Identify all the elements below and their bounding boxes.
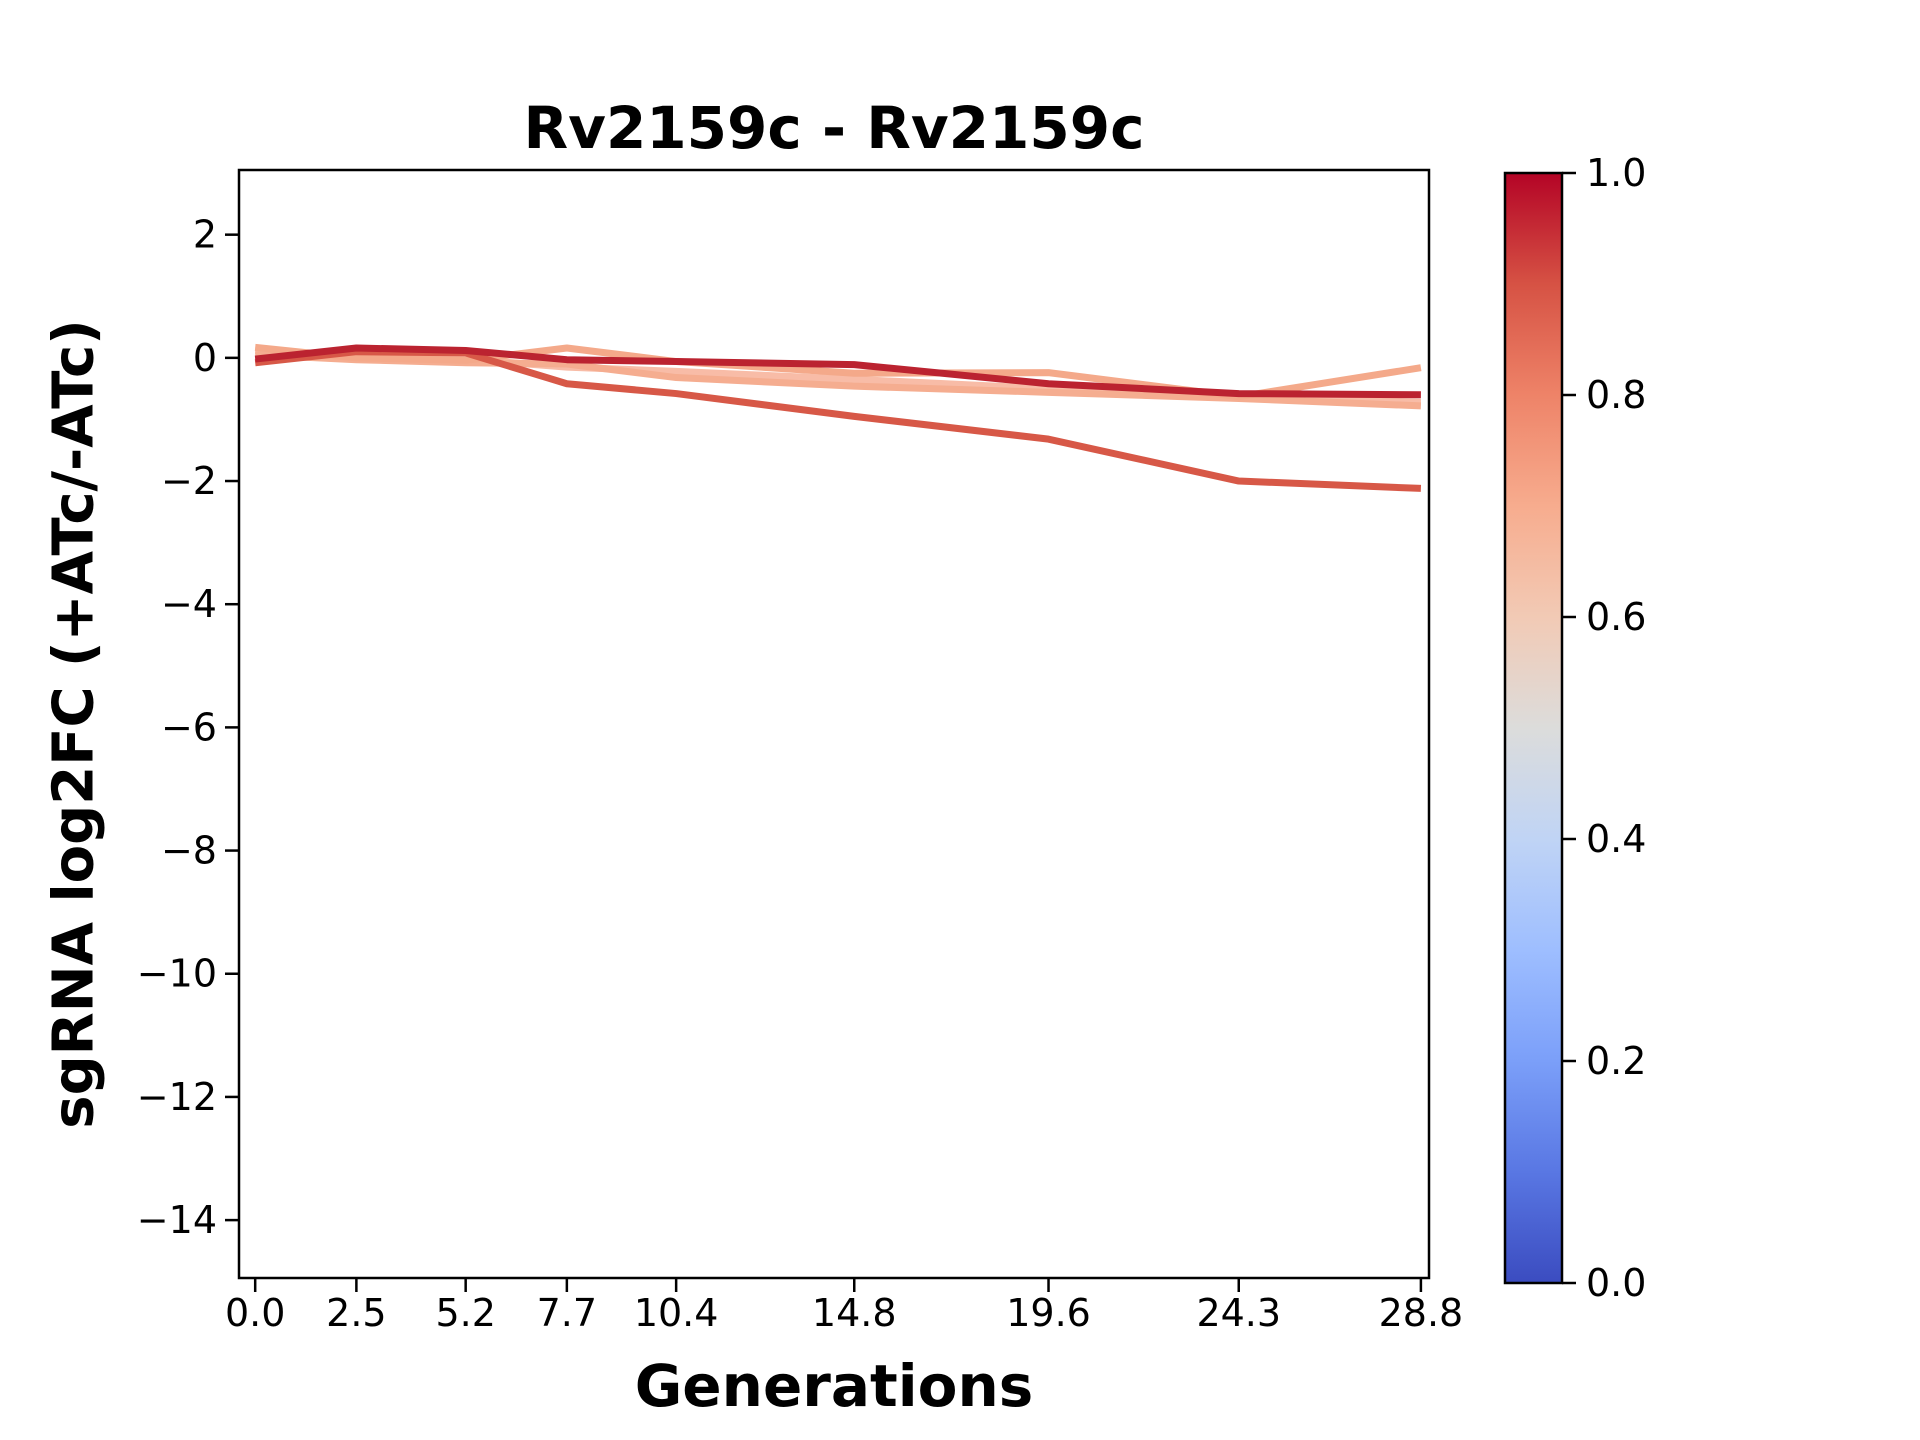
y-tick-label: −12 (137, 1075, 217, 1119)
x-tick-label: 28.8 (1379, 1291, 1464, 1335)
y-tick-label: −8 (161, 829, 217, 873)
x-tick-label: 5.2 (435, 1291, 495, 1335)
y-tick-label: −10 (137, 952, 217, 996)
data-line-sgRNA-dark (254, 344, 1421, 399)
x-tick-label: 19.6 (1006, 1291, 1091, 1335)
x-tick-label: 2.5 (326, 1291, 386, 1335)
y-tick-label: 2 (193, 213, 217, 257)
y-tick-label: −2 (161, 459, 217, 503)
x-tick-label: 24.3 (1196, 1291, 1281, 1335)
x-tick-label: 10.4 (634, 1291, 719, 1335)
chart-title: Rv2159c - Rv2159c (523, 94, 1145, 162)
axes-border (237, 168, 1431, 1280)
y-tick-label: −6 (161, 705, 217, 749)
colorbar-tick-label: 0.6 (1586, 595, 1646, 639)
colorbar-tick-label: 0.2 (1586, 1039, 1646, 1083)
y-tick-label: 0 (193, 336, 217, 380)
colorbar-tick-label: 0.8 (1586, 373, 1646, 417)
colorbar-tick-label: 0.4 (1586, 817, 1646, 861)
colorbar-tick-label: 0.0 (1586, 1261, 1646, 1305)
x-axis-label: Generations (634, 1352, 1034, 1420)
colorbar-tick-label: 1.0 (1586, 151, 1646, 195)
y-tick-label: −4 (161, 582, 217, 626)
x-tick-label: 14.8 (812, 1291, 897, 1335)
y-tick-label: −14 (137, 1198, 217, 1242)
x-tick-label: 7.7 (537, 1291, 597, 1335)
colorbar (1503, 171, 1564, 1285)
x-tick-label: 0.0 (225, 1291, 285, 1335)
